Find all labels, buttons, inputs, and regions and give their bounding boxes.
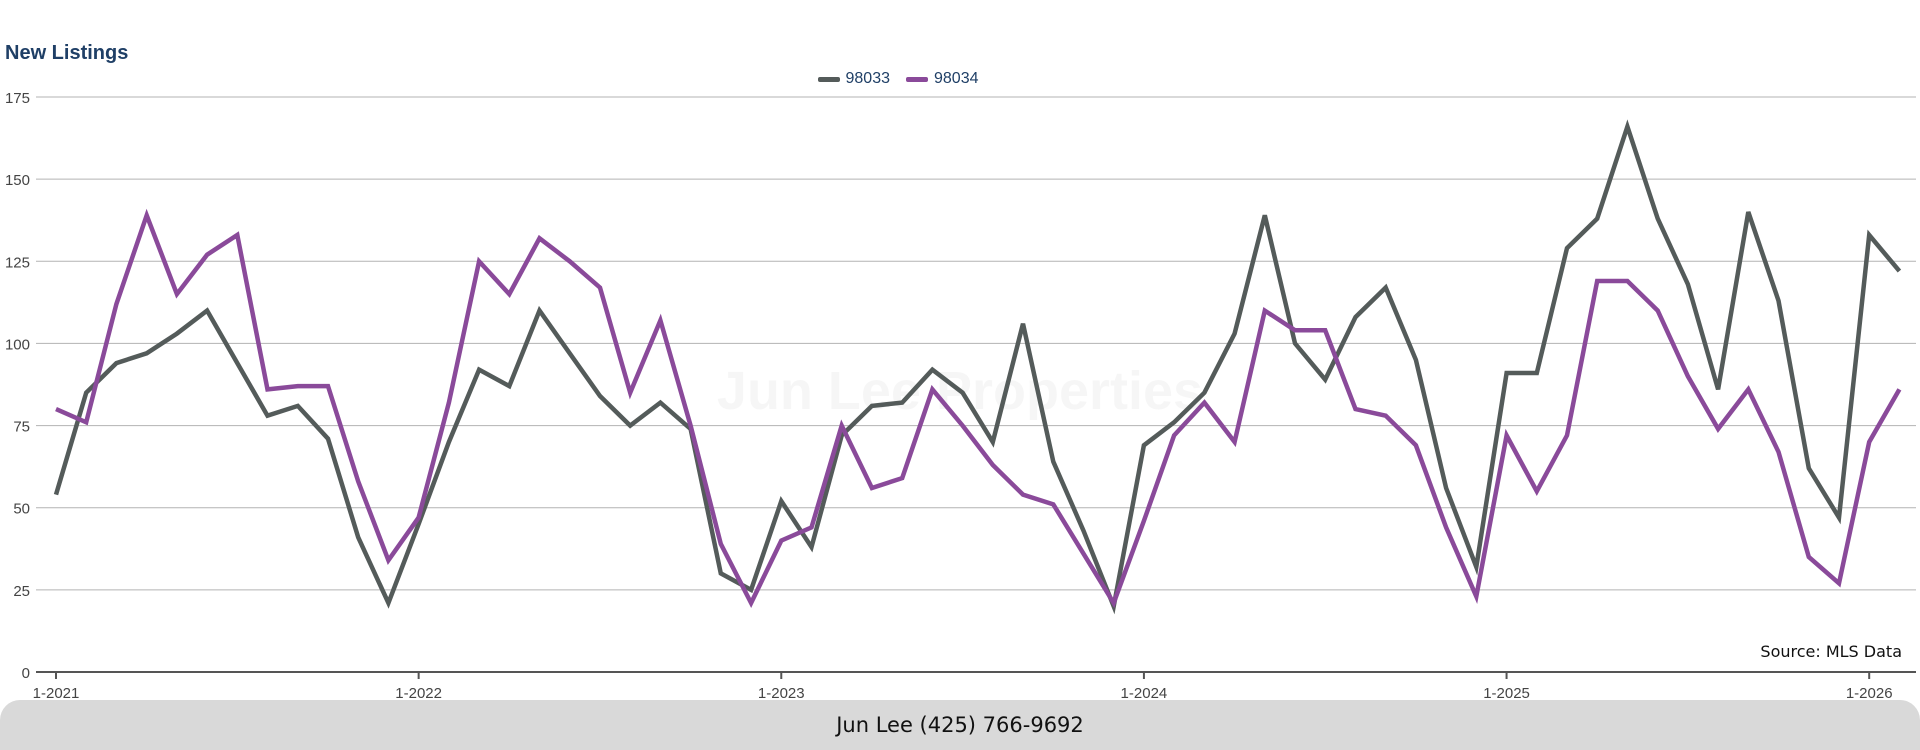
y-tick-label: 125 (5, 254, 30, 271)
x-tick-label: 1-2024 (1121, 685, 1168, 700)
y-tick-label: 75 (13, 419, 30, 436)
y-tick-label: 100 (5, 336, 30, 353)
x-tick-label: 1-2021 (33, 685, 80, 700)
y-tick-label: 150 (5, 172, 30, 189)
legend-item-series-1[interactable]: 98033 (817, 70, 891, 88)
series-lines (53, 119, 1902, 615)
x-tick-label: 1-2023 (758, 685, 805, 700)
x-tick-label: 1-2025 (1483, 685, 1530, 700)
footer-contact-bar: Jun Lee (425) 766-9692 (0, 700, 1920, 750)
chart-title: New Listings (5, 42, 129, 64)
line-chart: 0 25 50 75 100 125 150 175 1-2021 1-2022 1-2023 1-2… (5, 90, 1916, 700)
legend-swatch-series-1 (817, 76, 840, 82)
grid-lines (36, 96, 1916, 591)
y-tick-label: 25 (13, 583, 30, 600)
y-tick-label: 50 (13, 501, 30, 518)
axes: 0 25 50 75 100 125 150 175 1-2021 1-2022 1-2023 1-2… (5, 90, 1916, 700)
series-line-1[interactable] (53, 119, 1902, 615)
x-tick-label: 1-2022 (395, 685, 442, 700)
source-note: Source: MLS Data (1760, 642, 1902, 661)
legend-swatch-series-2 (906, 76, 928, 82)
legend-item-series-2[interactable]: 98034 (906, 70, 979, 88)
y-tick-label: 175 (5, 90, 30, 107)
chart-legend: 98033 98034 (0, 70, 1858, 88)
footer-contact-text: Jun Lee (425) 766-9692 (836, 713, 1084, 737)
legend-label-series-2: 98034 (934, 70, 979, 87)
series-line-2[interactable] (55, 208, 1902, 609)
x-tick-label: 1-2026 (1846, 685, 1893, 700)
y-tick-label: 0 (22, 665, 30, 682)
legend-label-series-1: 98033 (845, 70, 891, 87)
